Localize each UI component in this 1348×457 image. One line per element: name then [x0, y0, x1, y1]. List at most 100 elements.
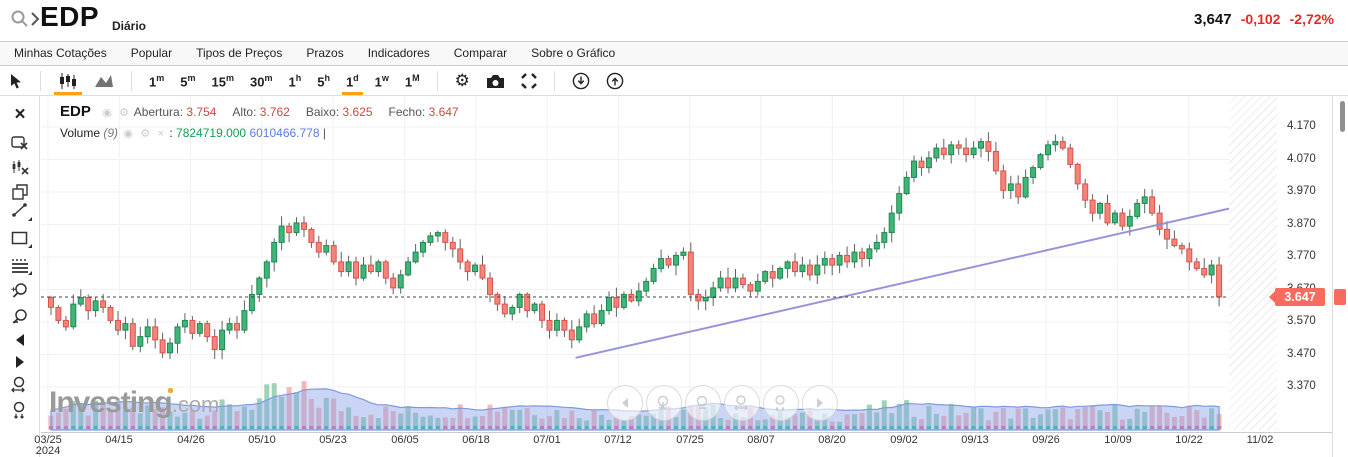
rectangle-tool-icon[interactable]	[0, 227, 40, 249]
zoom-x-icon[interactable]	[0, 374, 40, 396]
nav-zoom-reset-button[interactable]	[763, 385, 799, 421]
time-axis-label: 06/18	[462, 434, 490, 446]
timeframe-1w[interactable]: 1w	[374, 72, 389, 90]
volume-label: Volume	[60, 126, 101, 140]
toolbar-separator	[553, 71, 555, 91]
timeframe-30m[interactable]: 30m	[249, 72, 273, 90]
time-axis-label: 07/25	[676, 434, 704, 446]
price-axis-label: 3.470	[1287, 348, 1316, 360]
symbol-search[interactable]	[10, 9, 40, 29]
remove-indicators-icon[interactable]	[0, 156, 40, 178]
pan-left-icon[interactable]	[0, 329, 40, 351]
price-change: -0,102	[1240, 11, 1281, 27]
timeframe-1M[interactable]: 1M	[404, 72, 420, 90]
trendline-tool-icon[interactable]	[0, 200, 40, 222]
time-axis-label: 10/22	[1175, 434, 1203, 446]
timeframe-5h[interactable]: 5h	[317, 72, 330, 90]
toolbar-separator	[436, 71, 438, 91]
investing-watermark: Investing.com	[49, 386, 220, 419]
eye-icon[interactable]: ◉	[123, 128, 133, 140]
time-axis-label: 10/09	[1104, 434, 1132, 446]
last-price: 3,647	[1194, 11, 1232, 28]
right-scroll-strip	[1332, 96, 1348, 457]
price-axis-label: 3.370	[1287, 380, 1316, 392]
toolbar-separator	[131, 71, 132, 91]
price-position-marker	[1334, 289, 1346, 305]
time-axis[interactable]: 03/25 2024 04/15 04/26 05/10 05/23 06/05 06/18 0…	[34, 432, 1277, 457]
fullscreen-icon[interactable]	[513, 68, 545, 94]
instrument-legend: EDP ◉ ⚙ Abertura: 3.754 Alto: 3.762 Baixo:…	[60, 103, 475, 120]
chart-canvas[interactable]: Investing.com EDP ◉ ⚙ Abertura: 3.754 Alt…	[41, 96, 1277, 432]
cursor-icon[interactable]	[0, 68, 31, 94]
search-icon[interactable]	[10, 9, 30, 29]
nav-pan-right-button[interactable]	[802, 385, 838, 421]
menu-item-popular[interactable]: Popular	[130, 46, 173, 60]
price-axis-label: 3.870	[1287, 218, 1316, 230]
nav-zoom-out-button[interactable]	[685, 385, 721, 421]
time-axis-label: 06/05	[391, 434, 419, 446]
close-icon[interactable]: ×	[14, 104, 26, 125]
menu-item-minhas-cotacoes[interactable]: Minhas Cotações	[14, 46, 107, 60]
pan-right-icon[interactable]	[0, 351, 40, 373]
legend-field: Alto: 3.762	[232, 105, 290, 119]
drawing-tool-rail: ×	[0, 96, 40, 457]
time-axis-label: 05/23	[319, 434, 347, 446]
time-axis-label: 03/25 2024	[34, 434, 62, 457]
time-axis-label: 08/07	[747, 434, 775, 446]
legend-symbol: EDP	[60, 103, 91, 120]
candlestick-chart-icon[interactable]	[50, 68, 86, 95]
watermark-orange-dot	[168, 388, 173, 393]
nav-zoom-in-button[interactable]	[646, 385, 682, 421]
zoom-out-icon[interactable]	[0, 306, 40, 328]
nav-pan-left-button[interactable]	[607, 385, 643, 421]
volume-period: (9)	[103, 126, 119, 140]
duplicate-icon[interactable]	[0, 181, 40, 203]
menu-item-comparar[interactable]: Comparar	[453, 46, 508, 60]
time-axis-label: 04/26	[177, 434, 205, 446]
volume-ma-value: 6010466.778	[249, 126, 320, 140]
price-axis-label: 4.070	[1287, 153, 1316, 165]
nav-zoom-x-button[interactable]	[724, 385, 760, 421]
eye-icon[interactable]: ◉	[102, 107, 112, 119]
header: EDP Diário 3,647 -0,102 -2,72%	[0, 0, 1348, 40]
download-icon[interactable]	[564, 68, 598, 94]
menu-item-tipos-de-precos[interactable]: Tipos de Preços	[196, 46, 283, 60]
future-area-hatch	[1229, 96, 1277, 430]
time-axis-label: 05/10	[248, 434, 276, 446]
eraser-icon[interactable]	[0, 132, 40, 154]
timeframe-1h[interactable]: 1h	[288, 72, 302, 90]
time-axis-label: 11/02	[1246, 434, 1274, 446]
menu-item-prazos[interactable]: Prazos	[306, 46, 344, 60]
legend-field: Abertura: 3.754	[133, 105, 217, 119]
chart-nav-buttons	[607, 385, 838, 421]
price-axis-label: 4.170	[1287, 120, 1316, 132]
camera-icon[interactable]	[478, 68, 513, 94]
price-axis-label: 3.770	[1287, 250, 1316, 262]
timeframe-5m[interactable]: 5m	[180, 72, 196, 90]
zoom-y-icon[interactable]	[0, 399, 40, 421]
timeframe-15m[interactable]: 15m	[211, 72, 234, 90]
time-axis-label: 09/26	[1032, 434, 1060, 446]
menu-item-sobre-o-grafico[interactable]: Sobre o Gráfico	[531, 46, 616, 60]
time-axis-label: 09/13	[961, 434, 989, 446]
settings-gear-icon[interactable]: ⚙	[454, 71, 470, 90]
volume-legend: Volume (9) ◉ ⚙ × : 7824719.000 6010466.7…	[60, 126, 326, 140]
timeframe-1d[interactable]: 1d	[338, 68, 367, 95]
upload-icon[interactable]	[598, 68, 632, 94]
timeframe-1m[interactable]: 1m	[149, 72, 165, 90]
zoom-in-icon[interactable]	[0, 280, 40, 302]
legend-field: Fecho: 3.647	[388, 105, 459, 119]
candlestick-chart[interactable]	[41, 96, 1277, 432]
price-axis[interactable]: 4.1704.0703.9703.8703.7703.6703.5703.470…	[1277, 96, 1332, 432]
gear-icon[interactable]: ⚙	[119, 107, 130, 119]
close-icon[interactable]: ×	[157, 128, 164, 140]
scrollbar-thumb[interactable]	[1340, 101, 1345, 132]
menu-item-indicadores[interactable]: Indicadores	[367, 46, 430, 60]
area-chart-icon[interactable]	[86, 68, 122, 94]
timeframe-label: Diário	[112, 19, 147, 33]
page-title: EDP	[40, 1, 100, 32]
gear-icon[interactable]: ⚙	[140, 128, 151, 140]
chevron-right-icon	[31, 12, 40, 26]
fib-lines-tool-icon[interactable]	[0, 254, 40, 276]
